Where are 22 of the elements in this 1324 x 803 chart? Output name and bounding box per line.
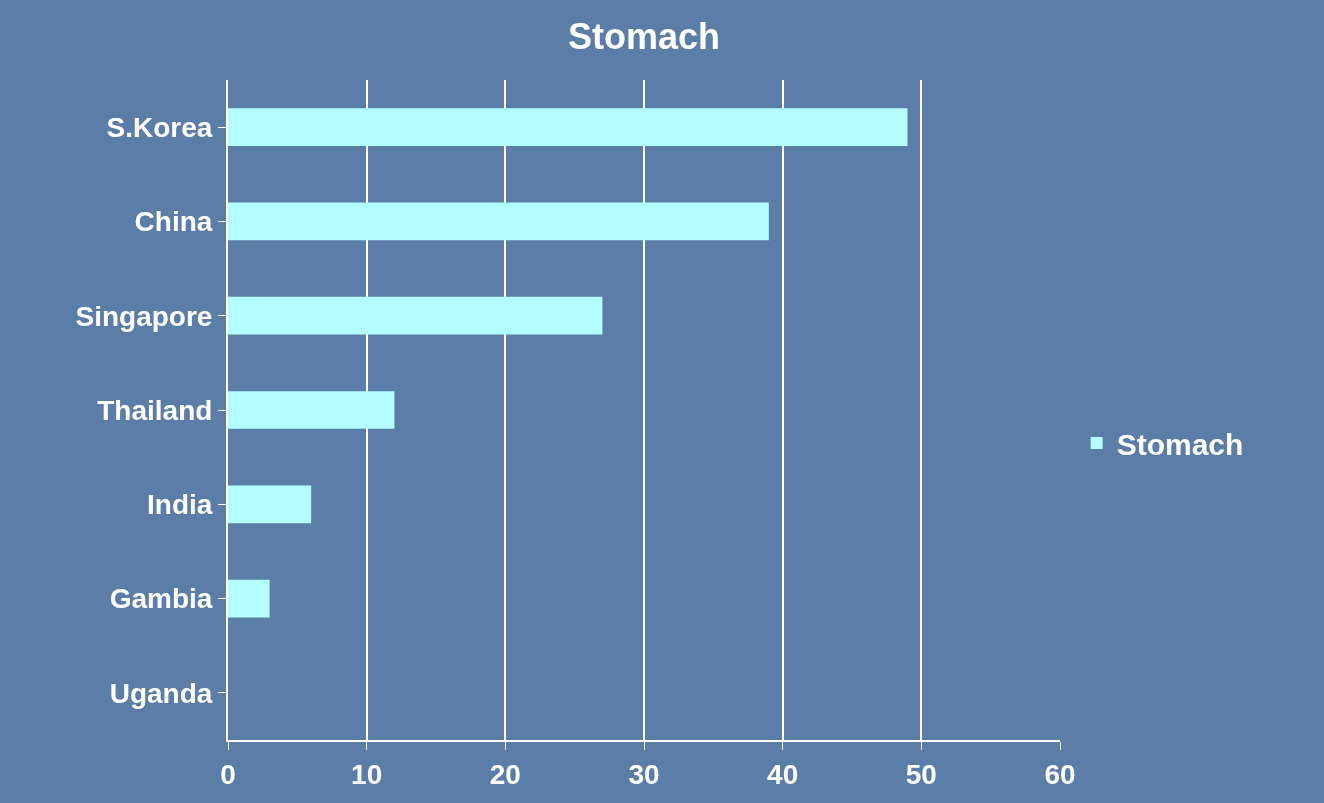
x-tick-label: 30 <box>628 758 660 790</box>
x-tick-label: 40 <box>767 758 799 790</box>
y-tick-label: China <box>134 206 213 238</box>
bar <box>228 485 312 524</box>
y-tick-label: Uganda <box>109 677 213 709</box>
legend-label: Stomach <box>1116 427 1244 461</box>
x-tick-label: 50 <box>905 758 937 790</box>
y-tick-label: S.Korea <box>106 111 213 143</box>
bar <box>228 579 270 618</box>
x-tick-label: 60 <box>1044 758 1076 790</box>
bar <box>228 202 769 241</box>
y-tick-label: Thailand <box>97 394 213 426</box>
bar <box>228 296 603 335</box>
y-tick-label: India <box>147 489 213 521</box>
y-tick-label: Gambia <box>109 583 213 615</box>
bar <box>228 108 908 146</box>
x-tick-label: 10 <box>351 758 383 790</box>
y-tick-label: Singapore <box>75 300 213 332</box>
x-tick-label: 20 <box>489 758 521 790</box>
x-tick-label: 0 <box>220 758 236 790</box>
chart-title: Stomach <box>567 16 721 58</box>
bar <box>228 391 395 429</box>
